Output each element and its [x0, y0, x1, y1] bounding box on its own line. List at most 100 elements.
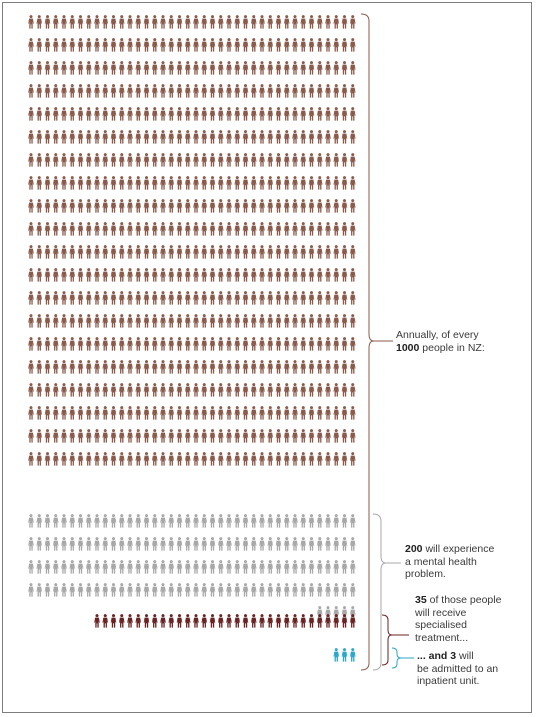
person-icon-mental_health [160, 514, 166, 528]
person-icon-general [300, 61, 307, 75]
person-icon-general [349, 406, 356, 420]
person-icon-general [85, 61, 92, 75]
person-icon-specialised [151, 614, 158, 628]
person-icon-general [234, 222, 241, 236]
person-icon-general [217, 130, 224, 144]
person-icon-general [217, 15, 224, 29]
person-icon-mental_health [127, 537, 133, 551]
person-icon-general [333, 61, 340, 75]
person-icon-general [85, 107, 92, 121]
person-icon-general [69, 245, 76, 259]
person-icon-mental_health [217, 514, 224, 528]
person-icon-general [308, 107, 315, 121]
person-icon-general [283, 268, 290, 282]
person-icon-general [341, 153, 348, 167]
bracket-specialised [381, 614, 393, 666]
person-icon-general [94, 337, 100, 351]
person-icon-general [201, 360, 208, 374]
person-icon-general [275, 130, 282, 144]
person-icon-general [234, 245, 241, 259]
person-icon-general [250, 360, 257, 374]
person-icon-general [52, 314, 59, 328]
person-icon-general [316, 199, 323, 213]
person-icon-general [349, 452, 356, 466]
person-icon-general [94, 268, 100, 282]
person-icon-general [250, 130, 257, 144]
person-icon-specialised [300, 614, 307, 628]
person-icon-general [135, 222, 142, 236]
person-icon-general [267, 38, 274, 52]
person-icon-mental_health [325, 560, 331, 574]
person-icon-general [316, 38, 323, 52]
person-icon-general [118, 38, 125, 52]
person-icon-general [77, 383, 84, 397]
person-icon-general [85, 153, 92, 167]
person-icon-mental_health [118, 537, 125, 551]
person-icon-general [283, 383, 290, 397]
person-icon-mental_health [275, 514, 282, 528]
person-icon-general [275, 452, 282, 466]
person-icon-general [102, 452, 109, 466]
person-icon-general [234, 429, 241, 443]
person-icon-general [135, 199, 142, 213]
bracket-inpatient [391, 647, 402, 669]
person-icon-general [110, 314, 117, 328]
person-icon-general [151, 61, 158, 75]
person-icon-mental_health [259, 514, 265, 528]
person-icon-mental_health [292, 560, 298, 574]
person-icon-general [36, 107, 43, 121]
person-icon-mental_health [242, 560, 249, 574]
person-icon-general [28, 15, 34, 29]
person-icon-general [341, 360, 348, 374]
person-icon-general [118, 84, 125, 98]
person-icon-general [333, 429, 340, 443]
person-icon-general [118, 337, 125, 351]
person-icon-general [275, 291, 282, 305]
person-icon-general [36, 199, 43, 213]
person-icon-general [102, 268, 109, 282]
person-icon-general [300, 429, 307, 443]
person-icon-general [349, 245, 356, 259]
person-icon-general [267, 406, 274, 420]
person-icon-general [217, 314, 224, 328]
person-icon-general [168, 452, 175, 466]
person-icon-general [325, 222, 331, 236]
person-icon-general [292, 406, 298, 420]
person-icon-mental_health [308, 560, 315, 574]
person-icon-general [217, 199, 224, 213]
person-icon-specialised [201, 614, 208, 628]
person-icon-general [209, 360, 216, 374]
person-icon-general [168, 61, 175, 75]
person-icon-general [160, 15, 166, 29]
person-icon-general [349, 38, 356, 52]
person-icon-general [36, 222, 43, 236]
person-icon-mental_health [275, 537, 282, 551]
person-icon-general [300, 222, 307, 236]
person-icon-general [292, 199, 298, 213]
person-icon-general [28, 291, 34, 305]
person-icon-general [102, 429, 109, 443]
person-icon-general [275, 360, 282, 374]
person-icon-mental_health [308, 537, 315, 551]
person-icon-mental_health [151, 560, 158, 574]
person-icon-specialised [102, 614, 109, 628]
person-icon-general [135, 61, 142, 75]
person-icon-specialised [275, 614, 282, 628]
person-icon-mental_health [44, 537, 51, 551]
person-icon-mental_health [283, 583, 290, 597]
person-icon-mental_health [44, 583, 51, 597]
person-icon-general [242, 153, 249, 167]
person-icon-inpatient [341, 648, 348, 662]
person-icon-general [36, 429, 43, 443]
person-icon-general [275, 429, 282, 443]
person-icon-general [52, 15, 59, 29]
person-icon-general [135, 314, 142, 328]
person-icon-general [201, 38, 208, 52]
person-icon-specialised [127, 614, 133, 628]
person-icon-general [292, 107, 298, 121]
person-icon-specialised [292, 614, 298, 628]
person-icon-general [333, 15, 340, 29]
person-icon-mental_health [333, 560, 340, 574]
person-icon-general [250, 314, 257, 328]
person-icon-general [283, 360, 290, 374]
